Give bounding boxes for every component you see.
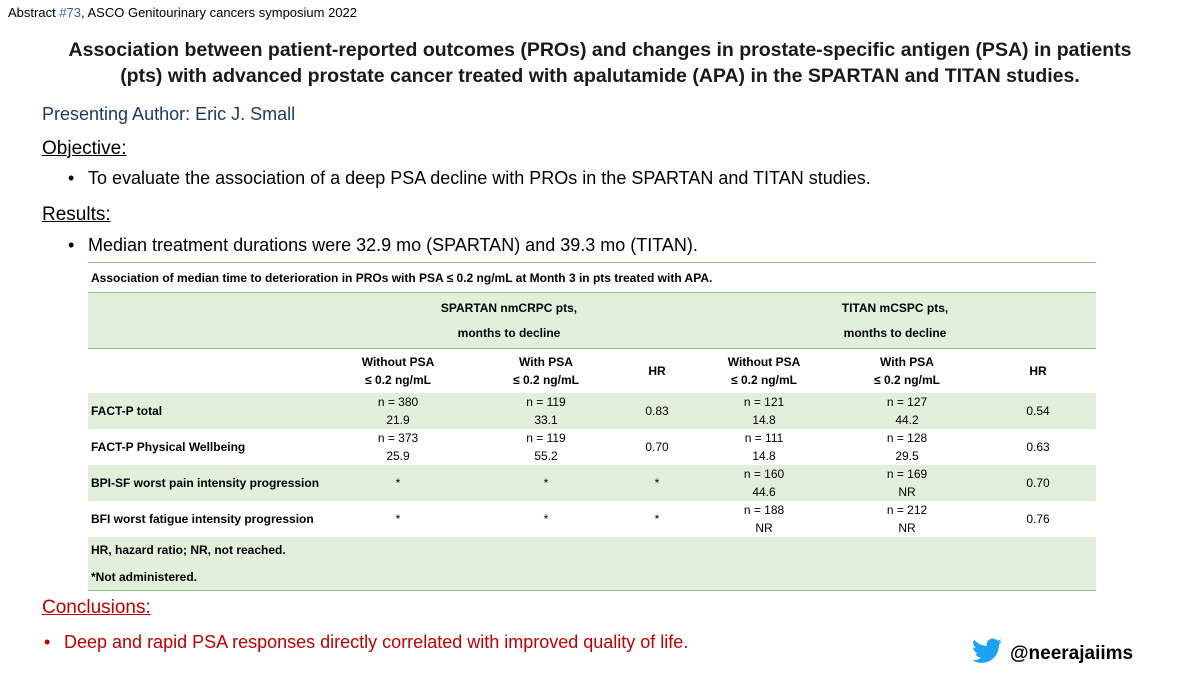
twitter-bird-icon xyxy=(972,638,1002,669)
table-row: FACT-P total n = 380 21.9 n = 119 33.1 0.8… xyxy=(88,392,1096,429)
titan-group-header: TITAN mCSPC pts, months to decline xyxy=(694,292,1096,349)
pro-table: SPARTAN nmCRPC pts, months to decline TI… xyxy=(88,292,1096,591)
col-spartan-with: With PSA ≤ 0.2 ng/mL xyxy=(472,348,620,393)
title-line-2: (pts) with advanced prostate cancer trea… xyxy=(120,65,1080,87)
column-header-row: Without PSA ≤ 0.2 ng/mL With PSA ≤ 0.2 ng/… xyxy=(88,348,1096,393)
abstract-prefix: Abstract xyxy=(8,5,60,20)
col-titan-without: Without PSA ≤ 0.2 ng/mL xyxy=(694,348,834,393)
abstract-suffix: , ASCO Genitourinary cancers symposium 2… xyxy=(81,5,358,20)
table-caption: Association of median time to deteriorat… xyxy=(88,262,1096,292)
footnote-not-administered: *Not administered. xyxy=(88,563,1096,591)
col-spartan-hr: HR xyxy=(620,348,694,393)
page-title: Association between patient-reported out… xyxy=(40,37,1160,89)
table-footnote-row: HR, hazard ratio; NR, not reached. xyxy=(88,536,1096,564)
col-titan-with: With PSA ≤ 0.2 ng/mL xyxy=(834,348,980,393)
twitter-handle[interactable]: @neerajaiims xyxy=(972,638,1133,669)
abstract-reference: Abstract #73, ASCO Genitourinary cancers… xyxy=(8,5,357,20)
objective-bullet: To evaluate the association of a deep PS… xyxy=(68,168,871,189)
results-table: Association of median time to deteriorat… xyxy=(88,262,1096,591)
results-heading: Results: xyxy=(42,204,111,225)
table-footnote-row: *Not administered. xyxy=(88,563,1096,591)
table-row: BFI worst fatigue intensity progression … xyxy=(91,502,1050,535)
table-row: FACT-P Physical Wellbeing n = 373 25.9 n … xyxy=(91,430,1050,463)
presenting-author: Presenting Author: Eric J. Small xyxy=(42,104,296,124)
table-row: BPI-SF worst pain intensity progression … xyxy=(88,464,1096,501)
col-spartan-without: Without PSA ≤ 0.2 ng/mL xyxy=(324,348,472,393)
objective-heading: Objective: xyxy=(42,138,127,159)
title-line-1: Association between patient-reported out… xyxy=(68,39,1132,61)
spartan-group-header: SPARTAN nmCRPC pts, months to decline xyxy=(324,292,694,349)
abstract-number: #73 xyxy=(59,5,81,20)
group-header-row: SPARTAN nmCRPC pts, months to decline TI… xyxy=(88,292,1096,349)
footnote-abbreviations: HR, hazard ratio; NR, not reached. xyxy=(88,536,1096,564)
conclusions-bullet: Deep and rapid PSA responses directly co… xyxy=(44,632,688,653)
results-bullet: Median treatment durations were 32.9 mo … xyxy=(68,235,698,256)
conclusions-heading: Conclusions: xyxy=(42,597,151,618)
twitter-handle-text: @neerajaiims xyxy=(1010,642,1134,664)
col-titan-hr: HR xyxy=(980,348,1096,393)
